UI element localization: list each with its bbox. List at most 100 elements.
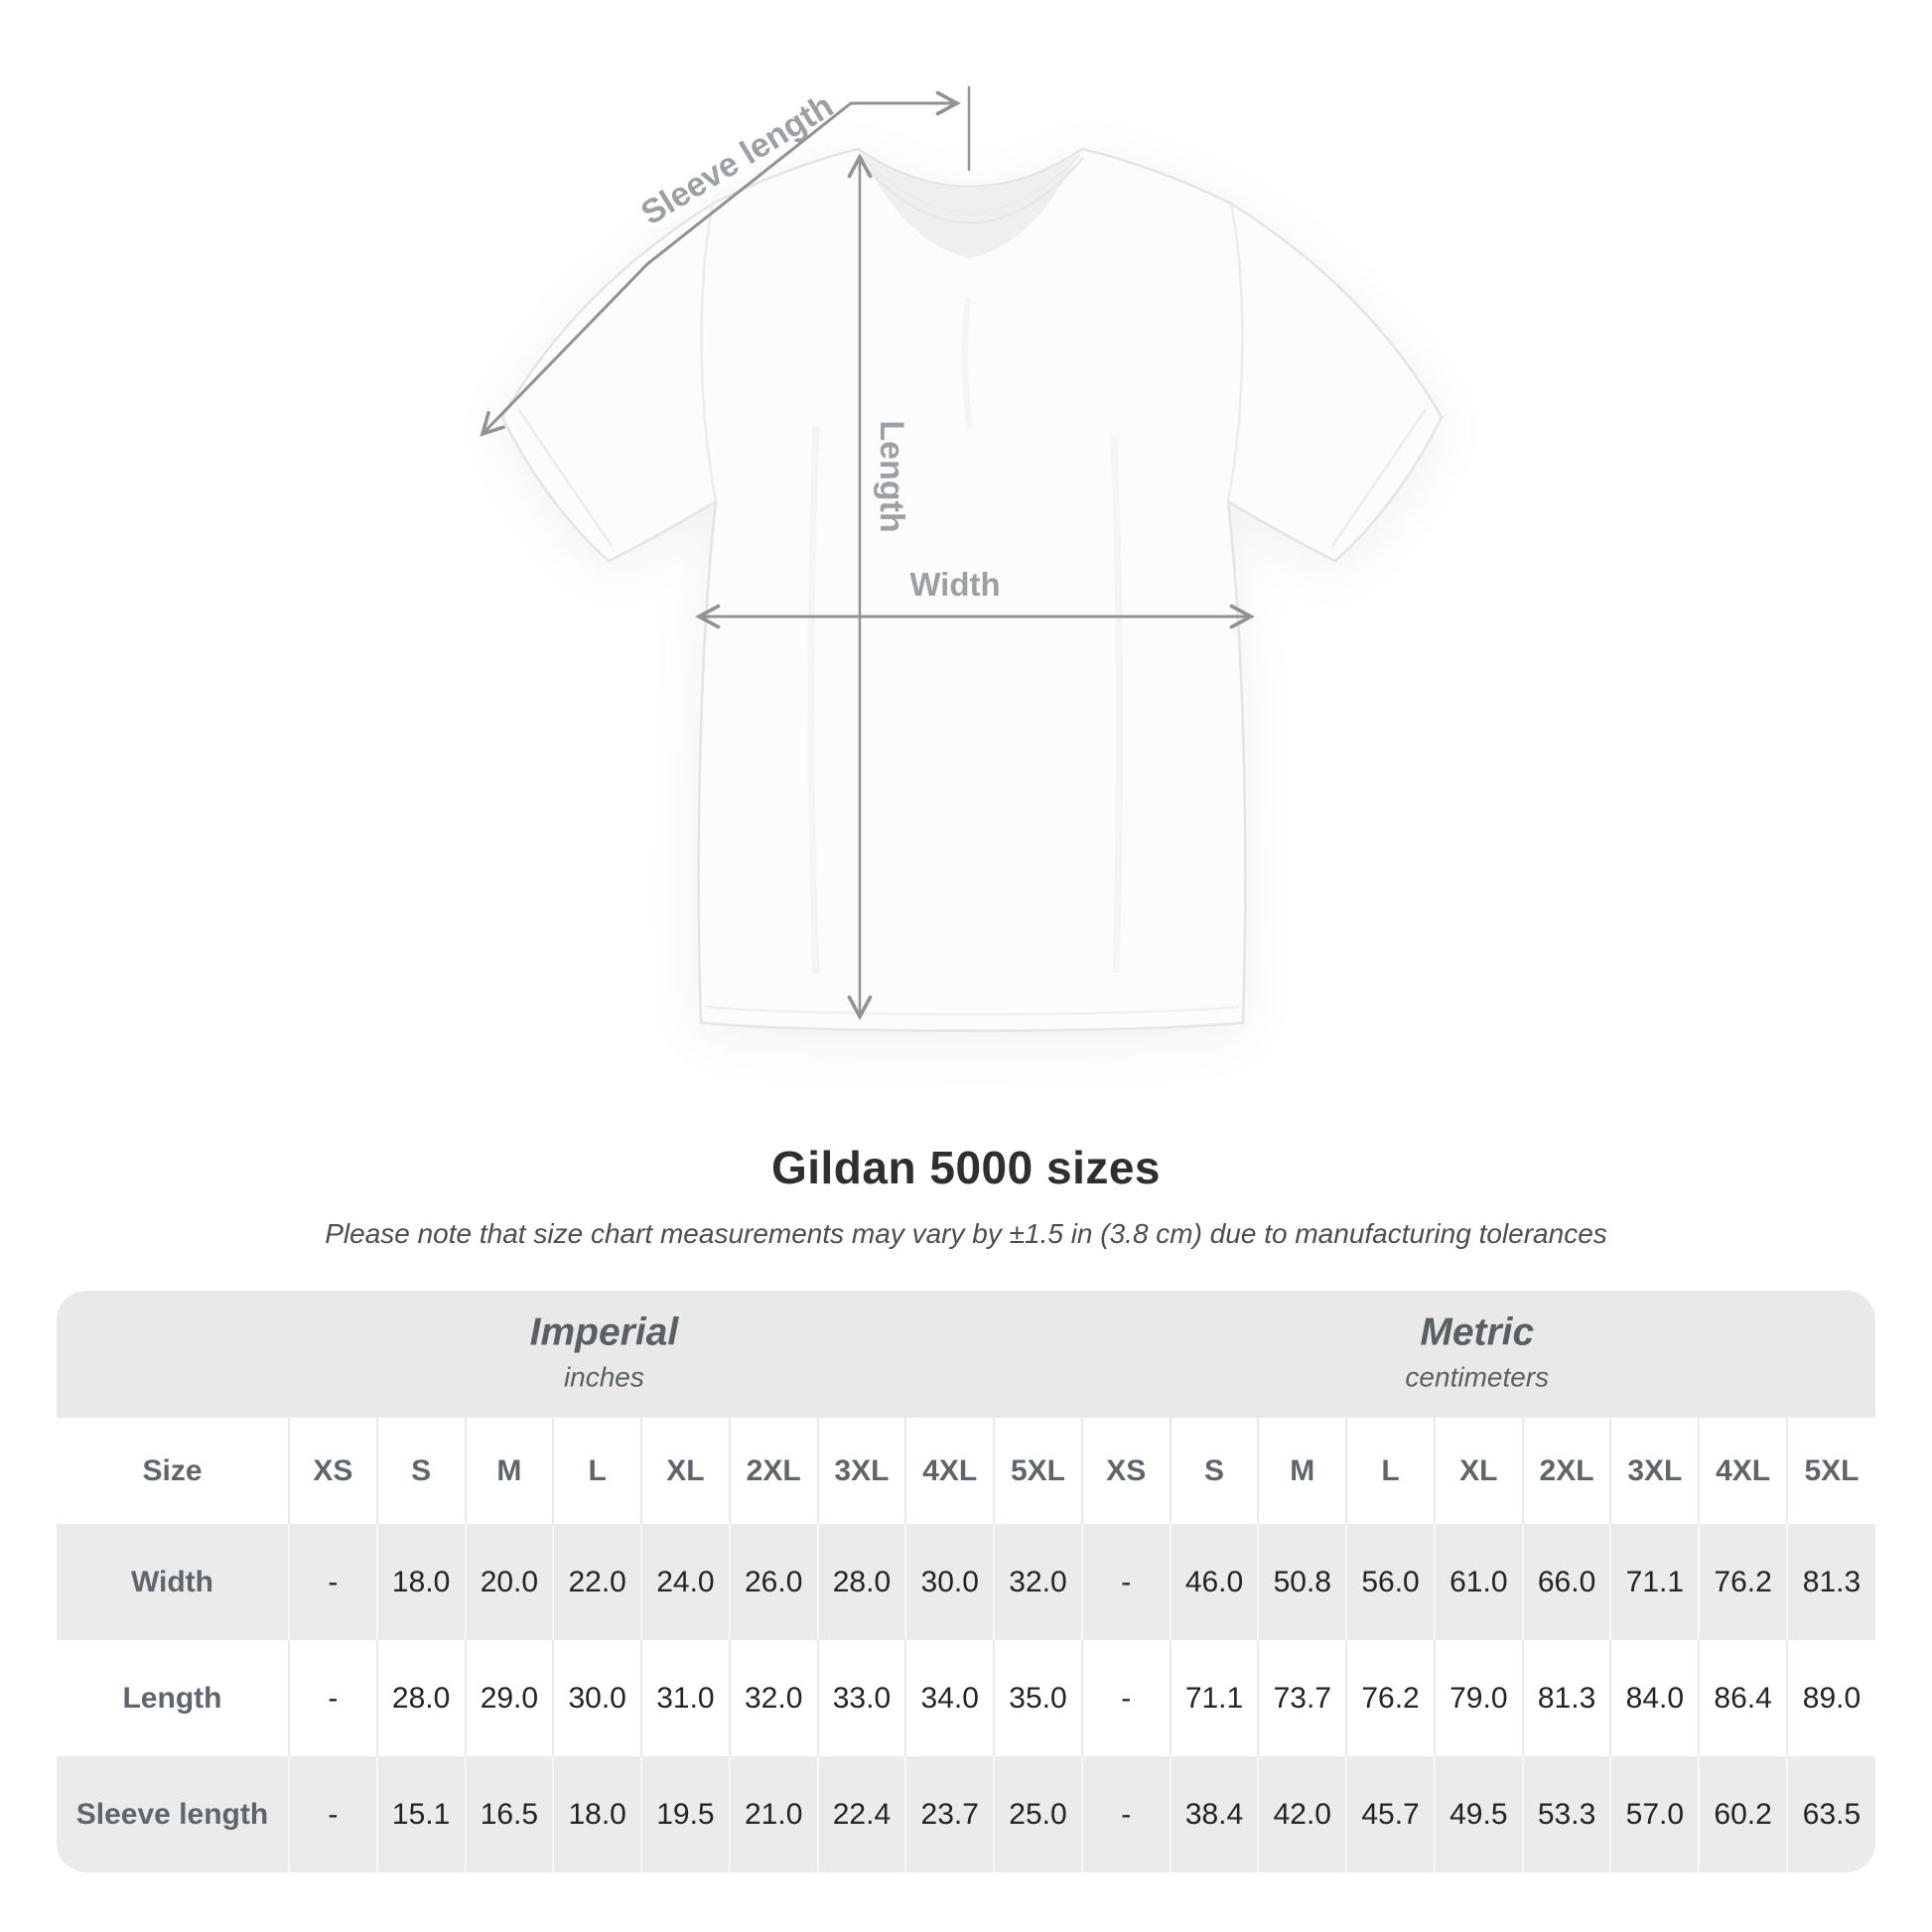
value-cell: 50.8 bbox=[1257, 1524, 1347, 1640]
collar-band-seam-inner bbox=[859, 154, 1081, 213]
right-armhole-seam bbox=[1226, 203, 1244, 502]
value-cell: 24.0 bbox=[640, 1524, 730, 1640]
size-header-metric-4xl: 4XL bbox=[1698, 1418, 1787, 1524]
value-cell: 22.4 bbox=[816, 1756, 906, 1872]
table-row-width: Width - 18.0 20.0 22.0 24.0 26.0 28.0 30… bbox=[57, 1524, 1875, 1640]
size-header-imperial-3xl: 3XL bbox=[816, 1418, 906, 1524]
value-cell: 32.0 bbox=[993, 1524, 1082, 1640]
value-cell: - bbox=[287, 1640, 377, 1756]
value-cell: 30.0 bbox=[904, 1524, 995, 1640]
value-cell: 34.0 bbox=[904, 1640, 995, 1756]
imperial-group-header: Imperial inches bbox=[530, 1310, 679, 1395]
value-cell: 86.4 bbox=[1698, 1640, 1787, 1756]
metric-unit-label: centimeters bbox=[1405, 1361, 1550, 1393]
size-table: Imperial inches Metric centimeters Size … bbox=[57, 1291, 1875, 1872]
unit-group-band: Imperial inches Metric centimeters bbox=[57, 1291, 1875, 1418]
length-label: Length bbox=[873, 420, 910, 532]
value-cell: 81.3 bbox=[1785, 1524, 1875, 1640]
value-cell: 46.0 bbox=[1169, 1524, 1259, 1640]
value-cell: 18.0 bbox=[375, 1524, 466, 1640]
size-header-metric-xs: XS bbox=[1080, 1418, 1171, 1524]
wrinkle bbox=[961, 297, 973, 430]
size-column-header: Size bbox=[57, 1418, 289, 1524]
value-cell: 25.0 bbox=[993, 1756, 1082, 1872]
value-cell: 76.2 bbox=[1345, 1640, 1435, 1756]
tshirt-diagram: Sleeve length Length Width bbox=[480, 85, 1444, 1033]
left-armhole-seam bbox=[700, 203, 718, 502]
value-cell: 63.5 bbox=[1785, 1756, 1875, 1872]
left-cuff-seam bbox=[516, 408, 614, 547]
value-cell: 57.0 bbox=[1609, 1756, 1700, 1872]
value-cell: 56.0 bbox=[1345, 1524, 1435, 1640]
size-header-imperial-4xl: 4XL bbox=[904, 1418, 995, 1524]
value-cell: 16.5 bbox=[464, 1756, 554, 1872]
size-header-imperial-5xl: 5XL bbox=[993, 1418, 1082, 1524]
value-cell: 30.0 bbox=[552, 1640, 642, 1756]
size-header-imperial-2xl: 2XL bbox=[728, 1418, 818, 1524]
hem-seam bbox=[704, 1005, 1240, 1016]
value-cell: 21.0 bbox=[728, 1756, 818, 1872]
value-cell: 53.3 bbox=[1521, 1756, 1611, 1872]
size-header-imperial-xs: XS bbox=[287, 1418, 377, 1524]
size-header-imperial-l: L bbox=[552, 1418, 642, 1524]
value-cell: 31.0 bbox=[640, 1640, 730, 1756]
size-header-row: Size XS S M L XL 2XL 3XL 4XL 5XL XS S M … bbox=[57, 1418, 1875, 1524]
collar-opening bbox=[862, 154, 1078, 258]
size-header-imperial-m: M bbox=[464, 1418, 554, 1524]
size-header-metric-3xl: 3XL bbox=[1609, 1418, 1700, 1524]
value-cell: 23.7 bbox=[904, 1756, 995, 1872]
value-cell: 20.0 bbox=[464, 1524, 554, 1640]
value-cell: 18.0 bbox=[552, 1756, 642, 1872]
unit-group-row: Imperial inches Metric centimeters bbox=[57, 1291, 1875, 1418]
wrinkle bbox=[807, 426, 820, 974]
value-cell: - bbox=[1080, 1524, 1171, 1640]
width-label: Width bbox=[909, 566, 1000, 603]
value-cell: 22.0 bbox=[552, 1524, 642, 1640]
value-cell: 89.0 bbox=[1785, 1640, 1875, 1756]
size-header-metric-m: M bbox=[1257, 1418, 1347, 1524]
value-cell: 76.2 bbox=[1698, 1524, 1787, 1640]
value-cell: 61.0 bbox=[1433, 1524, 1523, 1640]
value-cell: 33.0 bbox=[816, 1640, 906, 1756]
value-cell: 28.0 bbox=[816, 1524, 906, 1640]
value-cell: 66.0 bbox=[1521, 1524, 1611, 1640]
tolerance-note: Please note that size chart measurements… bbox=[325, 1218, 1607, 1249]
value-cell: - bbox=[287, 1524, 377, 1640]
value-cell: 19.5 bbox=[640, 1756, 730, 1872]
value-cell: 71.1 bbox=[1169, 1640, 1259, 1756]
tshirt-illustration bbox=[500, 147, 1444, 1033]
table-row-sleeve-length: Sleeve length - 15.1 16.5 18.0 19.5 21.0… bbox=[57, 1756, 1875, 1872]
value-cell: 32.0 bbox=[728, 1640, 818, 1756]
value-cell: 29.0 bbox=[464, 1640, 554, 1756]
metric-label: Metric bbox=[1420, 1311, 1535, 1354]
metric-group-header: Metric centimeters bbox=[1405, 1310, 1549, 1395]
value-cell: 71.1 bbox=[1609, 1524, 1700, 1640]
size-header-metric-l: L bbox=[1345, 1418, 1435, 1524]
size-header-metric-s: S bbox=[1169, 1418, 1259, 1524]
value-cell: 49.5 bbox=[1433, 1756, 1523, 1872]
value-cell: - bbox=[287, 1756, 377, 1872]
value-cell: 73.7 bbox=[1257, 1640, 1347, 1756]
value-cell: 60.2 bbox=[1698, 1756, 1787, 1872]
imperial-unit-label: inches bbox=[563, 1361, 644, 1393]
size-header-imperial-xl: XL bbox=[640, 1418, 730, 1524]
right-cuff-seam bbox=[1330, 408, 1428, 547]
size-header-metric-2xl: 2XL bbox=[1521, 1418, 1611, 1524]
row-label-sleeve-length: Sleeve length bbox=[75, 1797, 269, 1831]
collar-band-seam bbox=[856, 157, 1084, 224]
value-cell: 15.1 bbox=[375, 1756, 466, 1872]
value-cell: 38.4 bbox=[1169, 1756, 1259, 1872]
value-cell: 28.0 bbox=[375, 1640, 466, 1756]
table-row-length: Length - 28.0 29.0 30.0 31.0 32.0 33.0 3… bbox=[57, 1640, 1875, 1756]
value-cell: - bbox=[1080, 1640, 1171, 1756]
value-cell: 84.0 bbox=[1609, 1640, 1700, 1756]
measurement-annotations bbox=[480, 85, 1255, 1021]
value-cell: - bbox=[1080, 1756, 1171, 1872]
value-cell: 81.3 bbox=[1521, 1640, 1611, 1756]
page-title: Gildan 5000 sizes bbox=[770, 1142, 1162, 1193]
value-cell: 26.0 bbox=[728, 1524, 818, 1640]
wrinkle bbox=[1110, 436, 1124, 974]
value-cell: 79.0 bbox=[1433, 1640, 1523, 1756]
row-label-length: Length bbox=[122, 1681, 222, 1715]
